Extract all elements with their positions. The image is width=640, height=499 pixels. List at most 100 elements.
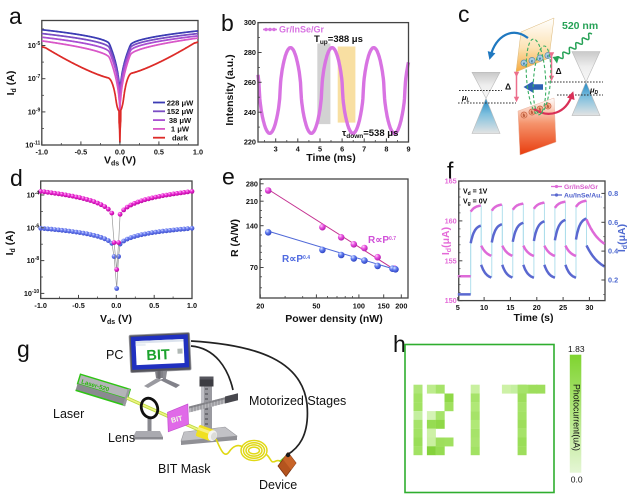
svg-text:Time (s): Time (s) [513,312,553,324]
svg-text:160: 160 [445,217,457,226]
svg-text:Id(μA): Id(μA) [616,224,629,252]
svg-text:20: 20 [533,303,541,312]
svg-text:h: h [539,107,542,112]
svg-text:Intensity (a.u.): Intensity (a.u.) [224,54,236,125]
svg-text:0.2: 0.2 [608,276,618,285]
svg-text:-1.0: -1.0 [36,148,49,157]
svg-text:PC: PC [106,348,123,362]
svg-text:240: 240 [244,108,256,117]
svg-text:Device: Device [259,478,297,492]
svg-text:150: 150 [445,296,457,305]
svg-text:0.5: 0.5 [154,148,164,157]
svg-text:3: 3 [274,145,278,154]
svg-text:10-9: 10-9 [28,107,41,116]
svg-text:0.6: 0.6 [608,218,618,227]
svg-text:10: 10 [480,303,488,312]
svg-text:100: 100 [353,302,365,311]
svg-text:200: 200 [395,302,407,311]
svg-text:10-7: 10-7 [28,74,41,83]
svg-text:0.0: 0.0 [111,301,121,310]
svg-text:220: 220 [244,138,256,147]
svg-text:g: g [17,336,30,362]
svg-text:280: 280 [244,48,256,57]
svg-text:BIT: BIT [146,347,170,364]
svg-text:Power density (nW): Power density (nW) [285,313,382,325]
svg-text:5: 5 [456,303,460,312]
svg-text:Δ: Δ [505,82,511,92]
svg-text:R (A/W): R (A/W) [229,219,241,257]
svg-text:10-4: 10-4 [27,191,40,200]
svg-text:4: 4 [296,145,301,154]
svg-text:μL: μL [461,93,470,104]
svg-text:15: 15 [506,303,514,312]
svg-text:210: 210 [246,197,258,206]
svg-text:0.8: 0.8 [608,189,618,198]
svg-text:Lens: Lens [108,431,135,445]
svg-text:Vg = 0V: Vg = 0V [463,199,488,208]
svg-text:10-6: 10-6 [27,223,40,232]
svg-text:10-11: 10-11 [25,141,40,150]
svg-text:30: 30 [585,303,593,312]
svg-text:38 μW: 38 μW [169,116,192,125]
svg-text:7: 7 [362,145,366,154]
svg-text:Au/InSe/Au.: Au/InSe/Au. [564,193,602,200]
svg-text:25: 25 [559,303,567,312]
svg-text:Motorized Stages: Motorized Stages [249,394,346,408]
svg-text:150: 150 [378,302,390,311]
svg-text:BIT: BIT [170,413,184,425]
svg-text:R∝P0.4: R∝P0.4 [282,254,310,265]
svg-text:Photocurrent(uA): Photocurrent(uA) [572,384,582,451]
svg-text:e: e [547,53,550,58]
svg-text:300: 300 [244,18,256,27]
svg-text:10-5: 10-5 [28,41,41,50]
svg-text:155: 155 [445,256,457,265]
svg-text:1 μW: 1 μW [171,125,190,134]
svg-text:152 μW: 152 μW [167,107,194,116]
svg-text:140: 140 [246,221,258,230]
svg-text:Δ: Δ [556,66,562,76]
svg-text:165: 165 [445,177,457,186]
svg-text:70: 70 [250,263,258,272]
svg-text:a: a [9,3,22,29]
svg-text:228 μW: 228 μW [167,98,194,107]
svg-text:20: 20 [256,302,264,311]
svg-text:0.0: 0.0 [571,475,583,485]
svg-text:b: b [221,10,234,36]
svg-text:Vd = 1V: Vd = 1V [463,189,488,198]
svg-text:R∝P0.7: R∝P0.7 [368,235,396,246]
svg-text:h: h [393,331,406,357]
svg-text:9: 9 [406,145,410,154]
svg-text:-0.5: -0.5 [72,301,85,310]
svg-text:Gr/InSe/Gr: Gr/InSe/Gr [564,184,598,191]
svg-text:-1.0: -1.0 [34,301,47,310]
svg-text:1.83: 1.83 [568,344,585,354]
svg-text:1.0: 1.0 [187,301,197,310]
svg-text:f: f [447,158,454,184]
svg-text:e: e [531,58,534,63]
svg-text:Vds (V): Vds (V) [104,155,136,168]
svg-text:c: c [458,1,470,27]
svg-text:520 nm: 520 nm [562,20,598,32]
svg-text:260: 260 [244,78,256,87]
svg-text:e: e [222,164,235,190]
svg-text:e: e [539,56,542,61]
svg-text:0.5: 0.5 [149,301,159,310]
svg-text:e: e [523,61,526,66]
svg-text:Time (ms): Time (ms) [306,152,355,164]
svg-text:10-10: 10-10 [24,289,40,298]
svg-text:h: h [547,104,550,109]
svg-text:8: 8 [384,145,388,154]
svg-text:0.4: 0.4 [608,247,619,256]
svg-text:dark: dark [172,134,189,143]
svg-text:Vds (V): Vds (V) [100,313,132,326]
svg-text:Gr/InSe/Gr: Gr/InSe/Gr [279,25,325,35]
svg-text:1.0: 1.0 [193,148,203,157]
svg-text:6: 6 [340,145,344,154]
svg-text:-0.5: -0.5 [75,148,88,157]
svg-text:50: 50 [312,302,320,311]
svg-text:Laser: Laser [53,407,84,421]
svg-text:Id(μA): Id(μA) [440,227,453,255]
svg-text:280: 280 [246,179,258,188]
svg-text:h: h [531,110,534,115]
svg-text:h: h [523,113,526,118]
